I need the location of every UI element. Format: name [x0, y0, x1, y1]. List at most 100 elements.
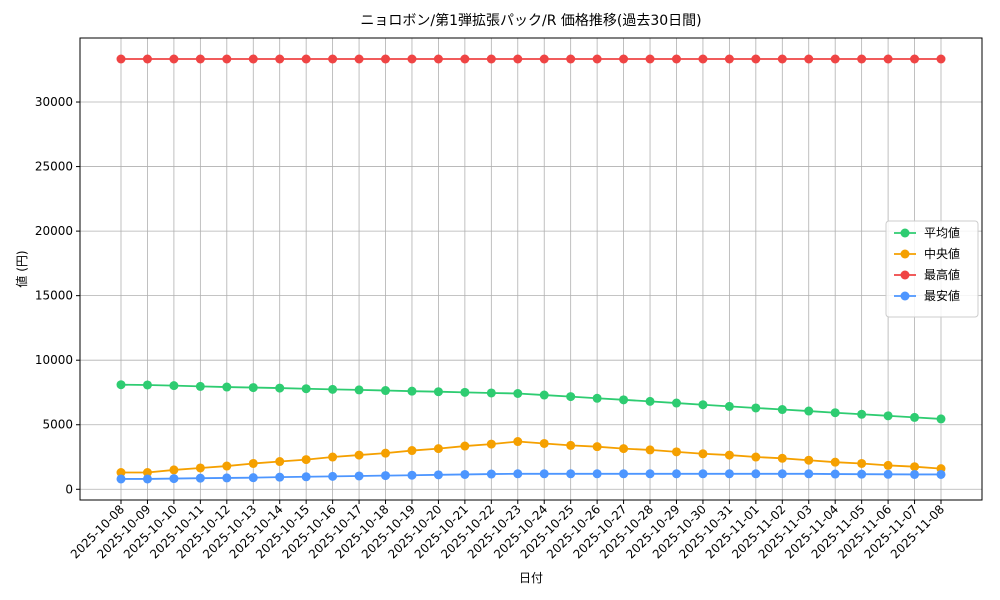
data-point — [592, 393, 602, 403]
data-point — [248, 54, 258, 64]
data-point — [751, 452, 761, 462]
data-point — [830, 408, 840, 418]
data-point — [777, 469, 787, 479]
data-point — [671, 398, 681, 408]
data-point — [857, 54, 867, 64]
data-point — [460, 469, 470, 479]
data-point — [592, 442, 602, 452]
data-point — [460, 387, 470, 397]
data-point — [671, 54, 681, 64]
data-point — [275, 457, 285, 467]
data-point — [645, 445, 655, 455]
y-tick-label: 25000 — [35, 160, 73, 174]
legend-marker — [900, 270, 910, 280]
data-point — [328, 471, 338, 481]
data-point — [830, 54, 840, 64]
legend-label: 中央値 — [924, 246, 960, 261]
data-point — [566, 54, 576, 64]
data-point — [645, 469, 655, 479]
data-point — [222, 461, 232, 471]
data-point — [539, 54, 549, 64]
data-point — [407, 446, 417, 456]
data-point — [830, 457, 840, 467]
data-point — [883, 460, 893, 470]
data-point — [460, 54, 470, 64]
y-tick-label: 0 — [65, 482, 73, 496]
data-point — [724, 401, 734, 411]
y-axis-label: 値 (円) — [14, 250, 29, 287]
data-point — [275, 383, 285, 393]
data-point — [804, 406, 814, 416]
data-point — [195, 463, 205, 473]
data-point — [910, 462, 920, 472]
data-point — [513, 389, 523, 399]
data-point — [169, 381, 179, 391]
data-point — [169, 474, 179, 484]
data-point — [698, 54, 708, 64]
data-point — [513, 437, 523, 447]
data-point — [354, 450, 364, 460]
data-point — [539, 390, 549, 400]
data-point — [116, 474, 126, 484]
data-point — [433, 54, 443, 64]
data-point — [486, 439, 496, 449]
data-point — [777, 405, 787, 415]
data-point — [248, 473, 258, 483]
data-point — [433, 444, 443, 454]
data-point — [433, 387, 443, 397]
data-point — [486, 388, 496, 398]
data-point — [857, 469, 867, 479]
data-point — [751, 403, 761, 413]
data-point — [433, 470, 443, 480]
data-point — [592, 54, 602, 64]
data-point — [407, 386, 417, 396]
data-point — [883, 54, 893, 64]
data-point — [407, 470, 417, 480]
data-point — [724, 450, 734, 460]
data-point — [724, 54, 734, 64]
data-point — [354, 54, 364, 64]
data-point — [116, 380, 126, 390]
data-point — [936, 414, 946, 424]
data-point — [857, 409, 867, 419]
data-point — [407, 54, 417, 64]
data-point — [910, 469, 920, 479]
data-point — [645, 396, 655, 406]
y-tick-label: 20000 — [35, 224, 73, 238]
data-point — [486, 54, 496, 64]
legend-marker — [900, 228, 910, 238]
y-tick-label: 15000 — [35, 289, 73, 303]
data-point — [539, 469, 549, 479]
data-point — [619, 444, 629, 454]
legend-label: 最安値 — [924, 288, 960, 303]
data-point — [222, 54, 232, 64]
data-point — [751, 54, 761, 64]
data-point — [195, 381, 205, 391]
data-point — [354, 385, 364, 395]
legend-label: 平均値 — [924, 225, 960, 240]
data-point — [671, 469, 681, 479]
data-point — [936, 469, 946, 479]
y-tick-label: 10000 — [35, 353, 73, 367]
data-point — [777, 453, 787, 463]
legend-marker — [900, 291, 910, 301]
data-point — [724, 469, 734, 479]
data-point — [619, 469, 629, 479]
data-point — [328, 384, 338, 394]
data-point — [777, 54, 787, 64]
data-point — [248, 458, 258, 468]
data-point — [513, 469, 523, 479]
data-point — [566, 392, 576, 402]
y-tick-label: 5000 — [42, 418, 73, 432]
data-point — [460, 441, 470, 451]
legend-box — [885, 220, 979, 318]
data-point — [195, 54, 205, 64]
data-point — [169, 465, 179, 475]
data-point — [804, 455, 814, 465]
data-point — [116, 468, 126, 478]
data-point — [936, 54, 946, 64]
data-point — [248, 383, 258, 393]
legend-marker — [900, 249, 910, 259]
